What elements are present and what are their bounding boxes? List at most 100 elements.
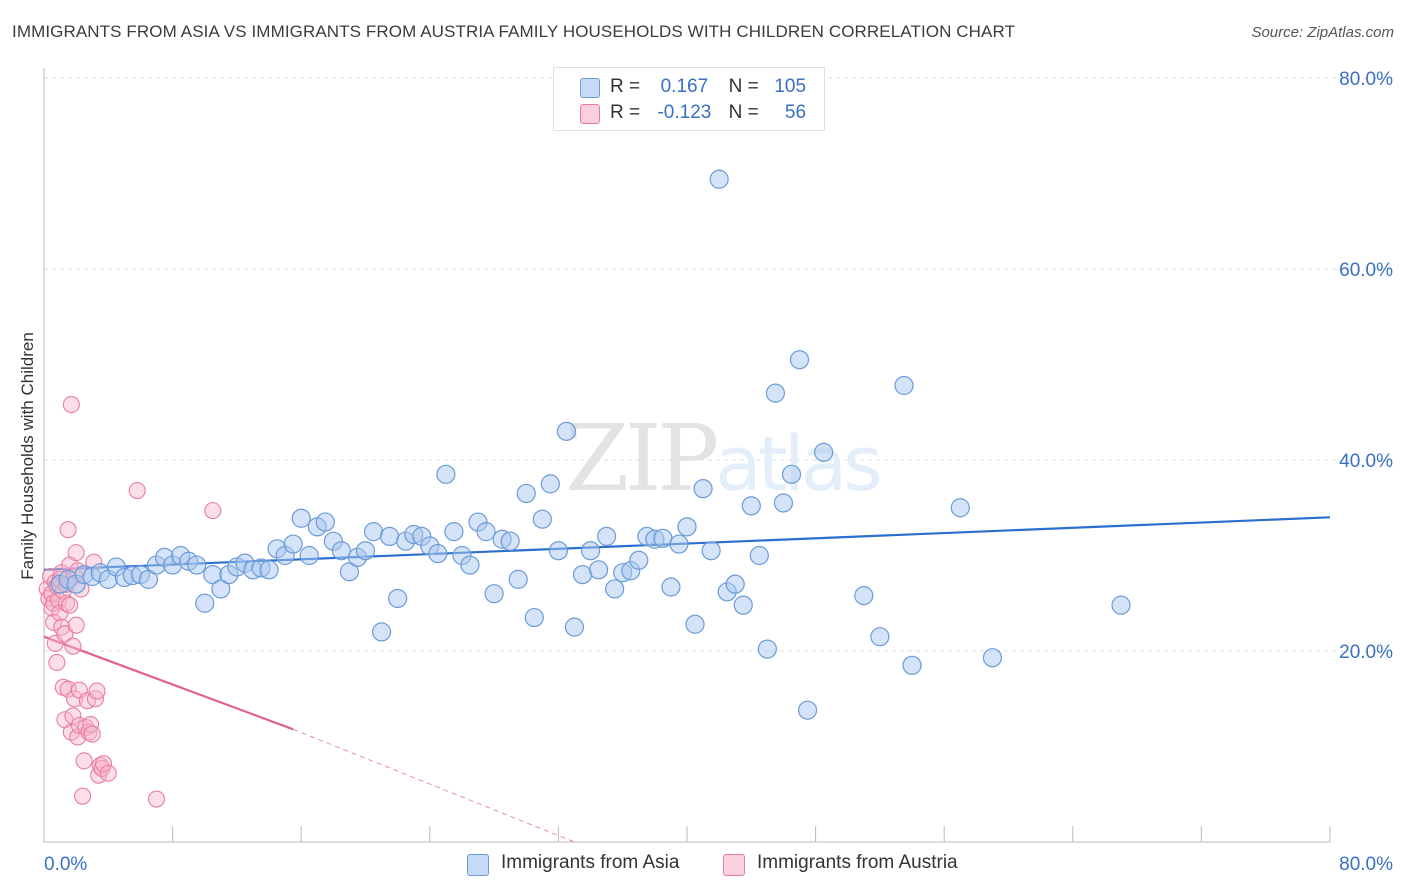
asia-point (588, 560, 609, 580)
austria-point (45, 613, 63, 631)
asia-point (532, 509, 552, 529)
asia-point (556, 421, 577, 441)
asia-point (661, 577, 681, 597)
x-tick-label-max: 80.0% (1339, 854, 1393, 875)
asia-point (500, 531, 520, 551)
asia-point (548, 541, 569, 561)
y-tick-label: 40.0% (1339, 451, 1393, 472)
asia-point (725, 574, 745, 594)
asia-point (733, 595, 753, 615)
asia-swatch (580, 78, 600, 98)
austria-point (59, 521, 77, 539)
austria-point (67, 616, 85, 634)
asia-point (363, 522, 384, 542)
y-axis-label: Family Households with Children (18, 332, 37, 580)
asia-point (757, 639, 777, 659)
y-tick-label: 60.0% (1339, 260, 1393, 281)
asia-point (765, 383, 786, 403)
asia-point (669, 534, 689, 554)
correlation-legend: R = 0.167 N = 105 R = -0.123 N = 56 (553, 67, 825, 131)
austria-point (204, 502, 222, 520)
austria-point (62, 396, 80, 414)
asia-point (870, 627, 890, 647)
asia-point (902, 655, 922, 675)
austria-point (147, 790, 166, 808)
legend-austria-r-label: R = (610, 102, 641, 123)
asia-point (371, 622, 392, 642)
bottom-asia-label: Immigrants from Asia (501, 852, 680, 873)
asia-point (283, 534, 303, 554)
asia-point (653, 528, 673, 548)
y-tick-labels: 20.0% 40.0% 60.0% 80.0% (1339, 69, 1393, 663)
asia-point (476, 522, 496, 542)
asia-point (138, 569, 159, 589)
asia-point (436, 464, 456, 484)
legend-asia-n-value: 105 (774, 76, 807, 97)
asia-point (259, 560, 279, 580)
austria-point (88, 682, 106, 700)
asia-point (211, 579, 231, 599)
asia-point (331, 541, 351, 561)
asia-point (460, 555, 480, 575)
asia-point (428, 543, 448, 564)
asia-point (291, 508, 311, 528)
austria-point (64, 707, 82, 725)
legend-asia-text: R = 0.167 N = 105 (610, 76, 806, 98)
asia-point (749, 545, 769, 566)
asia-point (709, 169, 729, 189)
austria-point (48, 653, 66, 672)
asia-point (187, 555, 207, 575)
asia-point (693, 479, 713, 499)
watermark-text: ZIPatlas (565, 405, 879, 512)
axes (43, 68, 1331, 843)
asia-point (315, 512, 335, 532)
asia-point (814, 442, 834, 462)
asia-point (572, 564, 593, 585)
austria-point (67, 544, 85, 562)
legend-austria-n-label: N = (728, 102, 759, 123)
asia-point (685, 614, 705, 634)
bottom-asia-swatch (467, 854, 489, 876)
asia-point (580, 541, 601, 561)
austria-point (94, 755, 113, 773)
asia-point (789, 350, 810, 370)
asia-point (299, 545, 319, 566)
asia-point (701, 541, 721, 561)
legend-austria-n-value: 56 (784, 102, 807, 123)
austria-swatch (580, 104, 600, 124)
watermark-atlas: atlas (715, 419, 879, 508)
asia-point (524, 607, 544, 628)
watermark: ZIPatlas (565, 405, 883, 512)
chart-source: Source: ZipAtlas.com (1251, 24, 1394, 41)
austria-trend-line (43, 635, 294, 731)
legend-asia-n-label: N = (728, 76, 759, 97)
legend-asia-r-value: 0.167 (660, 76, 709, 97)
asia-point (677, 517, 697, 537)
austria-point (128, 482, 146, 500)
austria-point (65, 690, 84, 708)
asia-point (773, 493, 794, 513)
austria-point (56, 625, 74, 643)
bottom-austria-swatch (723, 854, 745, 876)
asia-point (894, 375, 914, 396)
bottom-austria-label: Immigrants from Austria (757, 852, 958, 873)
asia-point (741, 496, 761, 516)
asia-point (380, 526, 400, 547)
asia-point (982, 648, 1003, 668)
austria-point (99, 764, 117, 782)
austria-point (75, 752, 93, 770)
chart-title: IMMIGRANTS FROM ASIA VS IMMIGRANTS FROM … (12, 22, 1016, 41)
legend-austria-text: R = -0.123 N = 56 (610, 102, 806, 124)
asia-point (195, 593, 215, 613)
asia-point (339, 562, 360, 582)
asia-point (950, 498, 970, 518)
asia-point (629, 550, 649, 570)
asia-point (355, 541, 376, 561)
austria-point (64, 637, 82, 655)
austria-trend-extension (292, 728, 575, 843)
y-tick-label: 80.0% (1339, 69, 1393, 90)
watermark-zip: ZIP (565, 405, 716, 512)
asia-point (444, 522, 464, 542)
asia-point (388, 588, 408, 609)
